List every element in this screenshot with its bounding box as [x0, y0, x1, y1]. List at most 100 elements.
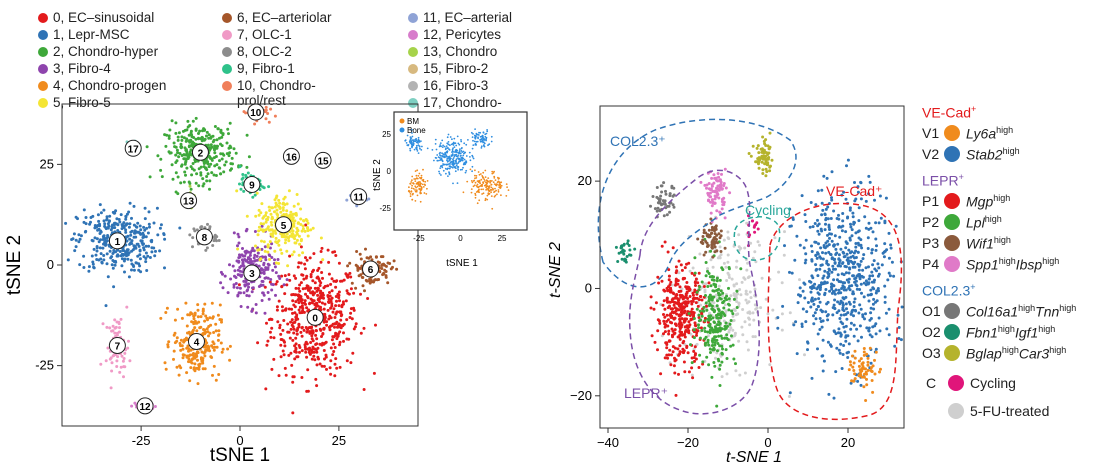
scatter-point [716, 256, 720, 260]
scatter-point [74, 245, 78, 249]
scatter-point [292, 375, 296, 379]
scatter-point [674, 393, 678, 397]
scatter-point [683, 266, 687, 270]
scatter-point [716, 179, 719, 183]
scatter-point [847, 262, 850, 266]
scatter-point [842, 313, 846, 317]
scatter-point [749, 154, 753, 158]
scatter-point [868, 274, 872, 278]
scatter-point [739, 293, 743, 297]
scatter-point [674, 279, 678, 283]
scatter-point [105, 215, 109, 219]
scatter-point [879, 367, 882, 371]
scatter-point [704, 240, 708, 243]
scatter-point [678, 285, 682, 289]
legend-row: V2 Stab2high [922, 146, 1020, 163]
scatter-point [709, 232, 713, 235]
scatter-point [659, 372, 663, 376]
scatter-point [657, 281, 661, 285]
scatter-point [281, 349, 285, 353]
scatter-point [310, 350, 314, 354]
scatter-point [682, 349, 686, 353]
scatter-point [783, 230, 786, 234]
scatter-point [622, 243, 626, 247]
scatter-point [735, 259, 739, 263]
scatter-point [128, 222, 132, 226]
scatter-point [359, 331, 363, 335]
scatter-point [830, 232, 833, 236]
scatter-point [693, 345, 697, 349]
scatter-point [328, 366, 332, 370]
scatter-point [722, 238, 726, 242]
scatter-point [751, 311, 755, 315]
scatter-point [674, 294, 678, 298]
scatter-point [764, 138, 768, 142]
scatter-point [833, 234, 837, 238]
scatter-point [883, 295, 887, 299]
scatter-point [337, 261, 341, 265]
scatter-point [314, 329, 318, 332]
scatter-point [854, 249, 858, 253]
scatter-point [678, 344, 682, 348]
scatter-point [857, 311, 861, 315]
scatter-point [826, 263, 830, 267]
scatter-point [832, 329, 836, 333]
scatter-point [874, 350, 878, 354]
scatter-point [268, 280, 272, 284]
scatter-point [270, 326, 274, 330]
scatter-point [705, 304, 708, 308]
scatter-point [697, 313, 701, 317]
scatter-point [810, 376, 814, 380]
scatter-point [706, 285, 710, 288]
scatter-point [751, 335, 755, 339]
scatter-point [297, 301, 301, 305]
scatter-point [148, 225, 151, 229]
scatter-point [298, 294, 302, 298]
scatter-point [706, 269, 709, 273]
legend-dot-icon [38, 81, 48, 91]
scatter-point [841, 306, 845, 310]
scatter-point [279, 355, 283, 359]
scatter-point [292, 303, 296, 307]
scatter-point [874, 332, 878, 336]
scatter-point [724, 186, 728, 190]
scatter-point [110, 263, 114, 267]
scatter-point [837, 253, 841, 257]
scatter-point [312, 354, 316, 358]
scatter-point [705, 186, 708, 190]
scatter-point [272, 336, 276, 340]
scatter-point [268, 330, 272, 334]
scatter-point [865, 383, 869, 387]
scatter-point [622, 249, 626, 253]
cluster-legend-label: 3, Fibro-4 [53, 61, 111, 76]
scatter-point [744, 289, 748, 293]
scatter-point [768, 165, 772, 169]
scatter-point [144, 235, 148, 239]
scatter-point [330, 289, 334, 293]
scatter-point [352, 291, 356, 295]
scatter-point [130, 229, 134, 233]
scatter-point [862, 295, 866, 299]
scatter-point [885, 327, 889, 331]
scatter-point [869, 317, 873, 320]
scatter-point [324, 340, 328, 344]
region-annotation: COL2.3⁺ [610, 133, 666, 149]
scatter-point [287, 330, 291, 334]
scatter-point [883, 249, 887, 253]
scatter-point [815, 308, 819, 311]
scatter-point [308, 349, 312, 352]
legend-dot-icon [408, 64, 418, 74]
scatter-point [900, 305, 904, 309]
scatter-point [897, 326, 901, 329]
region-annotation: VE-Cad⁺ [826, 183, 882, 199]
scatter-point [690, 373, 694, 377]
scatter-point [720, 172, 723, 176]
scatter-point [324, 353, 328, 357]
scatter-point [823, 291, 827, 295]
scatter-point [870, 270, 874, 274]
scatter-point [280, 284, 284, 288]
scatter-point [279, 343, 283, 347]
scatter-point [735, 306, 739, 309]
scatter-point [872, 259, 876, 263]
scatter-point [315, 337, 319, 341]
